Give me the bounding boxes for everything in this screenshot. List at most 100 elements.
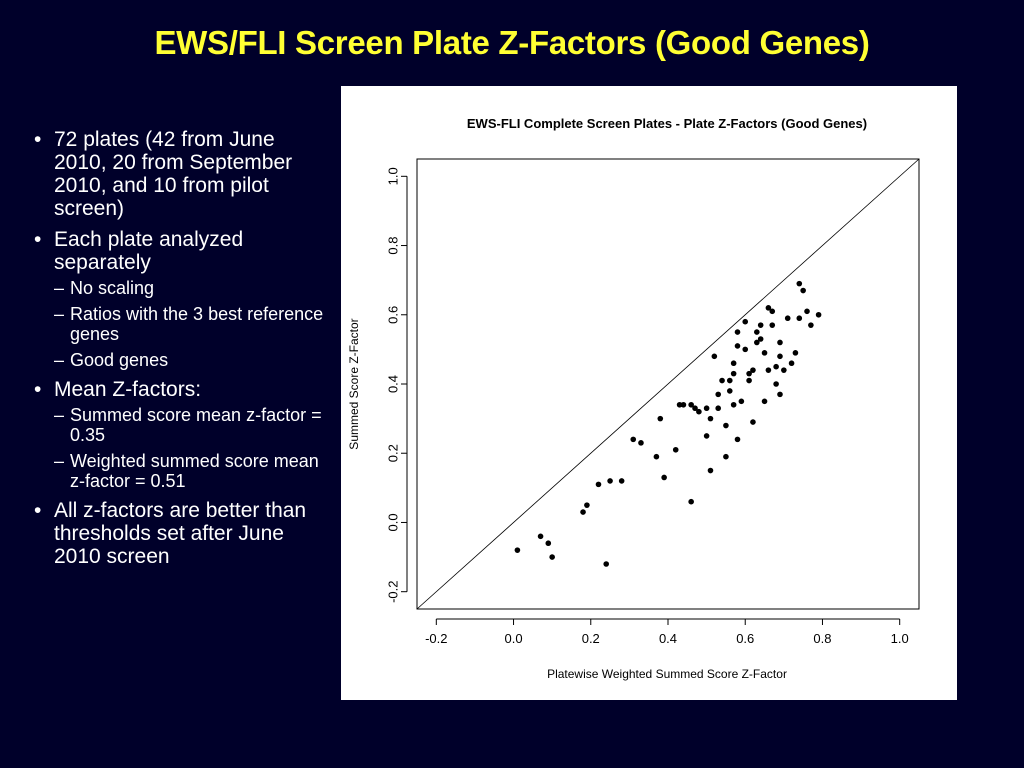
- y-tick-label: 0.4: [386, 375, 401, 393]
- data-point: [788, 360, 795, 367]
- data-point: [638, 440, 644, 446]
- data-point: [773, 363, 779, 370]
- data-point: [580, 509, 586, 515]
- bullet-list: 72 plates (42 from June 2010, 20 from Se…: [30, 128, 330, 576]
- data-point: [765, 367, 772, 373]
- data-point: [726, 388, 733, 394]
- x-tick-label: 0.2: [582, 631, 600, 646]
- data-point: [757, 336, 764, 342]
- data-point: [719, 377, 725, 384]
- data-point: [707, 415, 714, 422]
- y-tick-label: 0.2: [386, 444, 401, 462]
- data-point: [707, 467, 714, 474]
- data-point: [703, 405, 710, 412]
- data-point: [618, 478, 625, 484]
- data-point: [808, 322, 814, 328]
- data-point: [730, 401, 737, 408]
- data-point: [607, 478, 613, 484]
- sub-bullet-list: No scaling Ratios with the 3 best refere…: [54, 278, 330, 370]
- data-point: [514, 547, 521, 553]
- data-point: [754, 329, 760, 335]
- data-point: [765, 305, 772, 311]
- data-point: [726, 377, 733, 384]
- bullet-text: Each plate analyzed separately: [54, 228, 244, 274]
- x-tick-label: 0.0: [504, 631, 522, 646]
- data-point: [800, 287, 806, 294]
- data-point: [742, 318, 749, 325]
- data-point: [630, 436, 637, 443]
- data-point: [672, 446, 679, 453]
- plot-frame: [416, 158, 920, 610]
- x-tick-label: -0.2: [425, 631, 447, 646]
- y-tick-label: -0.2: [386, 580, 401, 602]
- sub-bullet-item: Weighted summed score mean z-factor = 0.…: [54, 451, 330, 491]
- data-point: [742, 346, 749, 353]
- data-point: [688, 498, 694, 505]
- data-point: [738, 398, 745, 405]
- data-point: [769, 308, 776, 315]
- data-point: [746, 370, 752, 377]
- data-point: [696, 408, 702, 415]
- data-point: [715, 405, 721, 412]
- bullet-item: Each plate analyzed separately No scalin…: [30, 228, 330, 370]
- bullet-text: 72 plates (42 from June 2010, 20 from Se…: [54, 128, 293, 220]
- data-point: [734, 343, 741, 349]
- bullet-item: 72 plates (42 from June 2010, 20 from Se…: [30, 128, 330, 220]
- data-point: [703, 433, 710, 439]
- data-point: [761, 398, 768, 405]
- bullet-text: Mean Z-factors:: [54, 378, 202, 401]
- y-tick-label: 1.0: [386, 167, 401, 185]
- data-point: [796, 280, 803, 287]
- data-point: [549, 554, 555, 560]
- data-point: [584, 502, 590, 508]
- data-point: [723, 453, 729, 460]
- data-point: [777, 353, 783, 360]
- data-point: [781, 367, 787, 373]
- data-point: [730, 370, 737, 377]
- data-point: [761, 350, 768, 356]
- y-tick-label: 0.6: [386, 306, 401, 324]
- x-tick-label: 0.6: [736, 631, 754, 646]
- data-point: [750, 367, 756, 373]
- sub-bullet-item: Ratios with the 3 best reference genes: [54, 304, 330, 344]
- data-point: [711, 353, 718, 360]
- y-axis-label: Summed Score Z-Factor: [347, 318, 361, 449]
- data-point: [815, 311, 822, 318]
- y-tick-label: 0.8: [386, 236, 401, 254]
- sub-bullet-item: No scaling: [54, 278, 330, 298]
- data-point: [769, 322, 776, 328]
- y-tick-label: 0.0: [386, 513, 401, 531]
- identity-reference-line: [416, 158, 920, 610]
- data-point: [746, 377, 752, 384]
- scatter-plot: EWS-FLI Complete Screen Plates - Plate Z…: [347, 116, 920, 681]
- bullet-text: All z-factors are better than thresholds…: [54, 499, 307, 568]
- data-point: [688, 401, 694, 408]
- data-point: [796, 315, 803, 322]
- x-tick-label: 0.8: [813, 631, 831, 646]
- x-tick-label: 1.0: [891, 631, 909, 646]
- data-point: [680, 401, 687, 408]
- data-point: [773, 381, 779, 387]
- chart-title: EWS-FLI Complete Screen Plates - Plate Z…: [467, 116, 867, 131]
- sub-bullet-item: Good genes: [54, 350, 330, 370]
- scatter-plot-panel: EWS-FLI Complete Screen Plates - Plate Z…: [341, 86, 957, 700]
- data-point: [730, 360, 737, 367]
- data-point: [723, 422, 729, 429]
- data-point: [750, 419, 756, 425]
- data-point: [661, 474, 667, 481]
- data-point: [792, 350, 799, 356]
- bullet-item: All z-factors are better than thresholds…: [30, 499, 330, 568]
- data-point: [545, 540, 552, 547]
- bullet-item: Mean Z-factors: Summed score mean z-fact…: [30, 378, 330, 491]
- data-point: [777, 339, 783, 346]
- data-point: [804, 308, 810, 315]
- sub-bullet-item: Summed score mean z-factor = 0.35: [54, 405, 330, 445]
- data-point: [603, 561, 610, 567]
- data-point: [595, 481, 602, 488]
- data-point: [715, 391, 721, 398]
- data-point: [777, 391, 783, 398]
- data-point: [692, 405, 698, 412]
- data-point: [784, 315, 791, 322]
- data-point: [537, 533, 544, 540]
- data-point: [653, 453, 660, 460]
